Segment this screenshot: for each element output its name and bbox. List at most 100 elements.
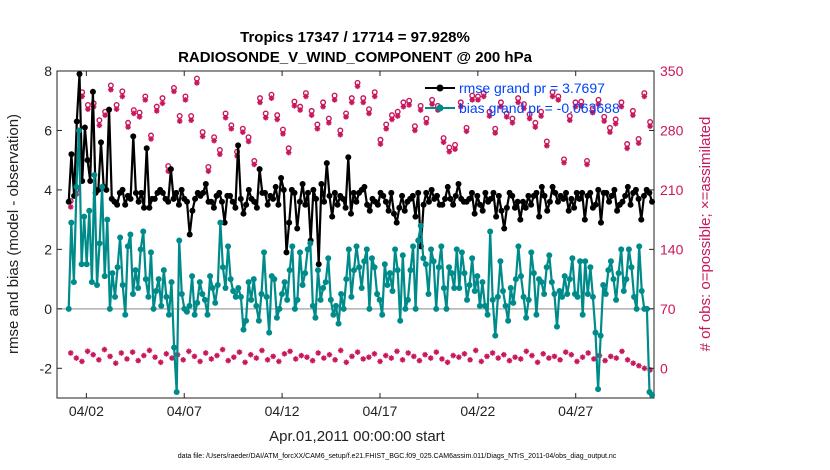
obs-assimilated-marker (125, 124, 131, 130)
obs-assimilated-marker (211, 137, 217, 144)
bias-point (566, 276, 573, 283)
obs-assimilated-marker (159, 100, 166, 107)
obs-low-marker (79, 358, 85, 365)
obs-assimilated-marker (228, 125, 235, 132)
bias-point (428, 246, 435, 253)
bias-point (628, 264, 635, 271)
obs-low-marker (411, 353, 417, 360)
bias-point (183, 308, 190, 315)
obs-assimilated-marker (113, 106, 120, 113)
obs-count-layer (67, 75, 654, 373)
obs-low-marker (484, 353, 490, 360)
obs-low-marker (107, 353, 113, 360)
obs-assimilated-marker (589, 109, 596, 116)
obs-low-marker (591, 356, 597, 362)
rmse-point (227, 192, 234, 199)
obs-low-marker (186, 348, 192, 355)
rmse-point (396, 204, 403, 211)
obs-assimilated-marker (79, 93, 85, 100)
bias-point (448, 270, 455, 277)
obs-assimilated-marker (601, 118, 607, 124)
bias-point (397, 317, 404, 324)
bias-point (314, 267, 321, 274)
chart-title-line2: RADIOSONDE_V_WIND_COMPONENT @ 200 hPa (178, 49, 533, 66)
bias-point (587, 264, 594, 271)
obs-low-marker (450, 352, 457, 359)
rmse-point (382, 198, 389, 205)
bias-point (422, 261, 429, 268)
rmse-point (237, 195, 244, 202)
obs-assimilated-marker (509, 120, 516, 126)
bias-point (500, 287, 507, 294)
rmse-point (296, 198, 303, 205)
obs-assimilated-marker (566, 117, 573, 124)
bias-point (512, 276, 519, 283)
obs-low-marker (568, 351, 575, 358)
obs-low-marker (444, 359, 451, 366)
obs-assimilated-marker (549, 93, 556, 100)
rmse-point (536, 213, 543, 220)
obs-low-marker (366, 354, 372, 361)
bias-point (243, 317, 250, 324)
bias-point (201, 296, 208, 303)
rmse-point (385, 207, 392, 214)
bias-point (446, 264, 453, 271)
rmse-point (544, 207, 551, 214)
rmse-point (315, 261, 322, 268)
tick-layer: -2 0 2 4 6 8 0 70 140 210 280 350 04/02 04/07 04/12 04/… (40, 63, 684, 419)
rmse-point (412, 213, 419, 220)
obs-assimilated-marker (584, 161, 590, 168)
rmse-point (450, 201, 457, 208)
bias-point (574, 293, 581, 300)
bias-point (541, 290, 548, 297)
obs-low-marker (84, 348, 91, 355)
bias-point (482, 302, 489, 309)
rmse-point (423, 189, 430, 196)
bias-point (217, 219, 224, 226)
bias-point (186, 302, 193, 309)
x-tick-label: 04/22 (460, 403, 495, 419)
obs-assimilated-marker (423, 120, 430, 126)
bias-point (160, 267, 167, 274)
bias-point (204, 311, 211, 318)
bias-point (528, 249, 535, 256)
rmse-point (323, 160, 330, 167)
rmse-point (146, 204, 153, 211)
bias-point (430, 258, 437, 265)
bias-point (147, 249, 154, 256)
rmse-point (549, 183, 556, 190)
rmse-point (611, 186, 618, 193)
rmse-point (138, 189, 145, 196)
obs-assimilated-marker (515, 99, 521, 106)
bias-point (350, 267, 357, 274)
rmse-point (388, 189, 395, 196)
rmse-point (425, 198, 432, 205)
rmse-point (390, 210, 397, 217)
obs-low-marker (478, 358, 485, 365)
obs-assimilated-marker (457, 103, 464, 110)
rmse-point (608, 192, 615, 199)
bias-point (461, 270, 468, 277)
rmse-point (189, 207, 196, 214)
bias-point (415, 237, 422, 244)
bias-point (361, 258, 368, 265)
bias-point (559, 293, 566, 300)
rmse-point (614, 207, 621, 214)
rmse-point (286, 219, 293, 226)
bias-point (273, 314, 280, 321)
obs-assimilated-marker (326, 120, 332, 126)
obs-assimilated-marker (526, 115, 533, 122)
bias-point (299, 282, 306, 289)
rmse-point (477, 201, 484, 208)
bias-point (340, 305, 347, 312)
rmse-point (632, 186, 639, 193)
bias-point (129, 290, 136, 297)
rmse-point (490, 189, 497, 196)
obs-assimilated-marker (440, 139, 447, 146)
bias-point (371, 264, 378, 271)
obs-low-marker (219, 346, 226, 353)
obs-assimilated-marker (480, 93, 487, 100)
bias-point (638, 287, 645, 294)
rmse-point (487, 195, 494, 202)
rmse-point (361, 183, 368, 190)
